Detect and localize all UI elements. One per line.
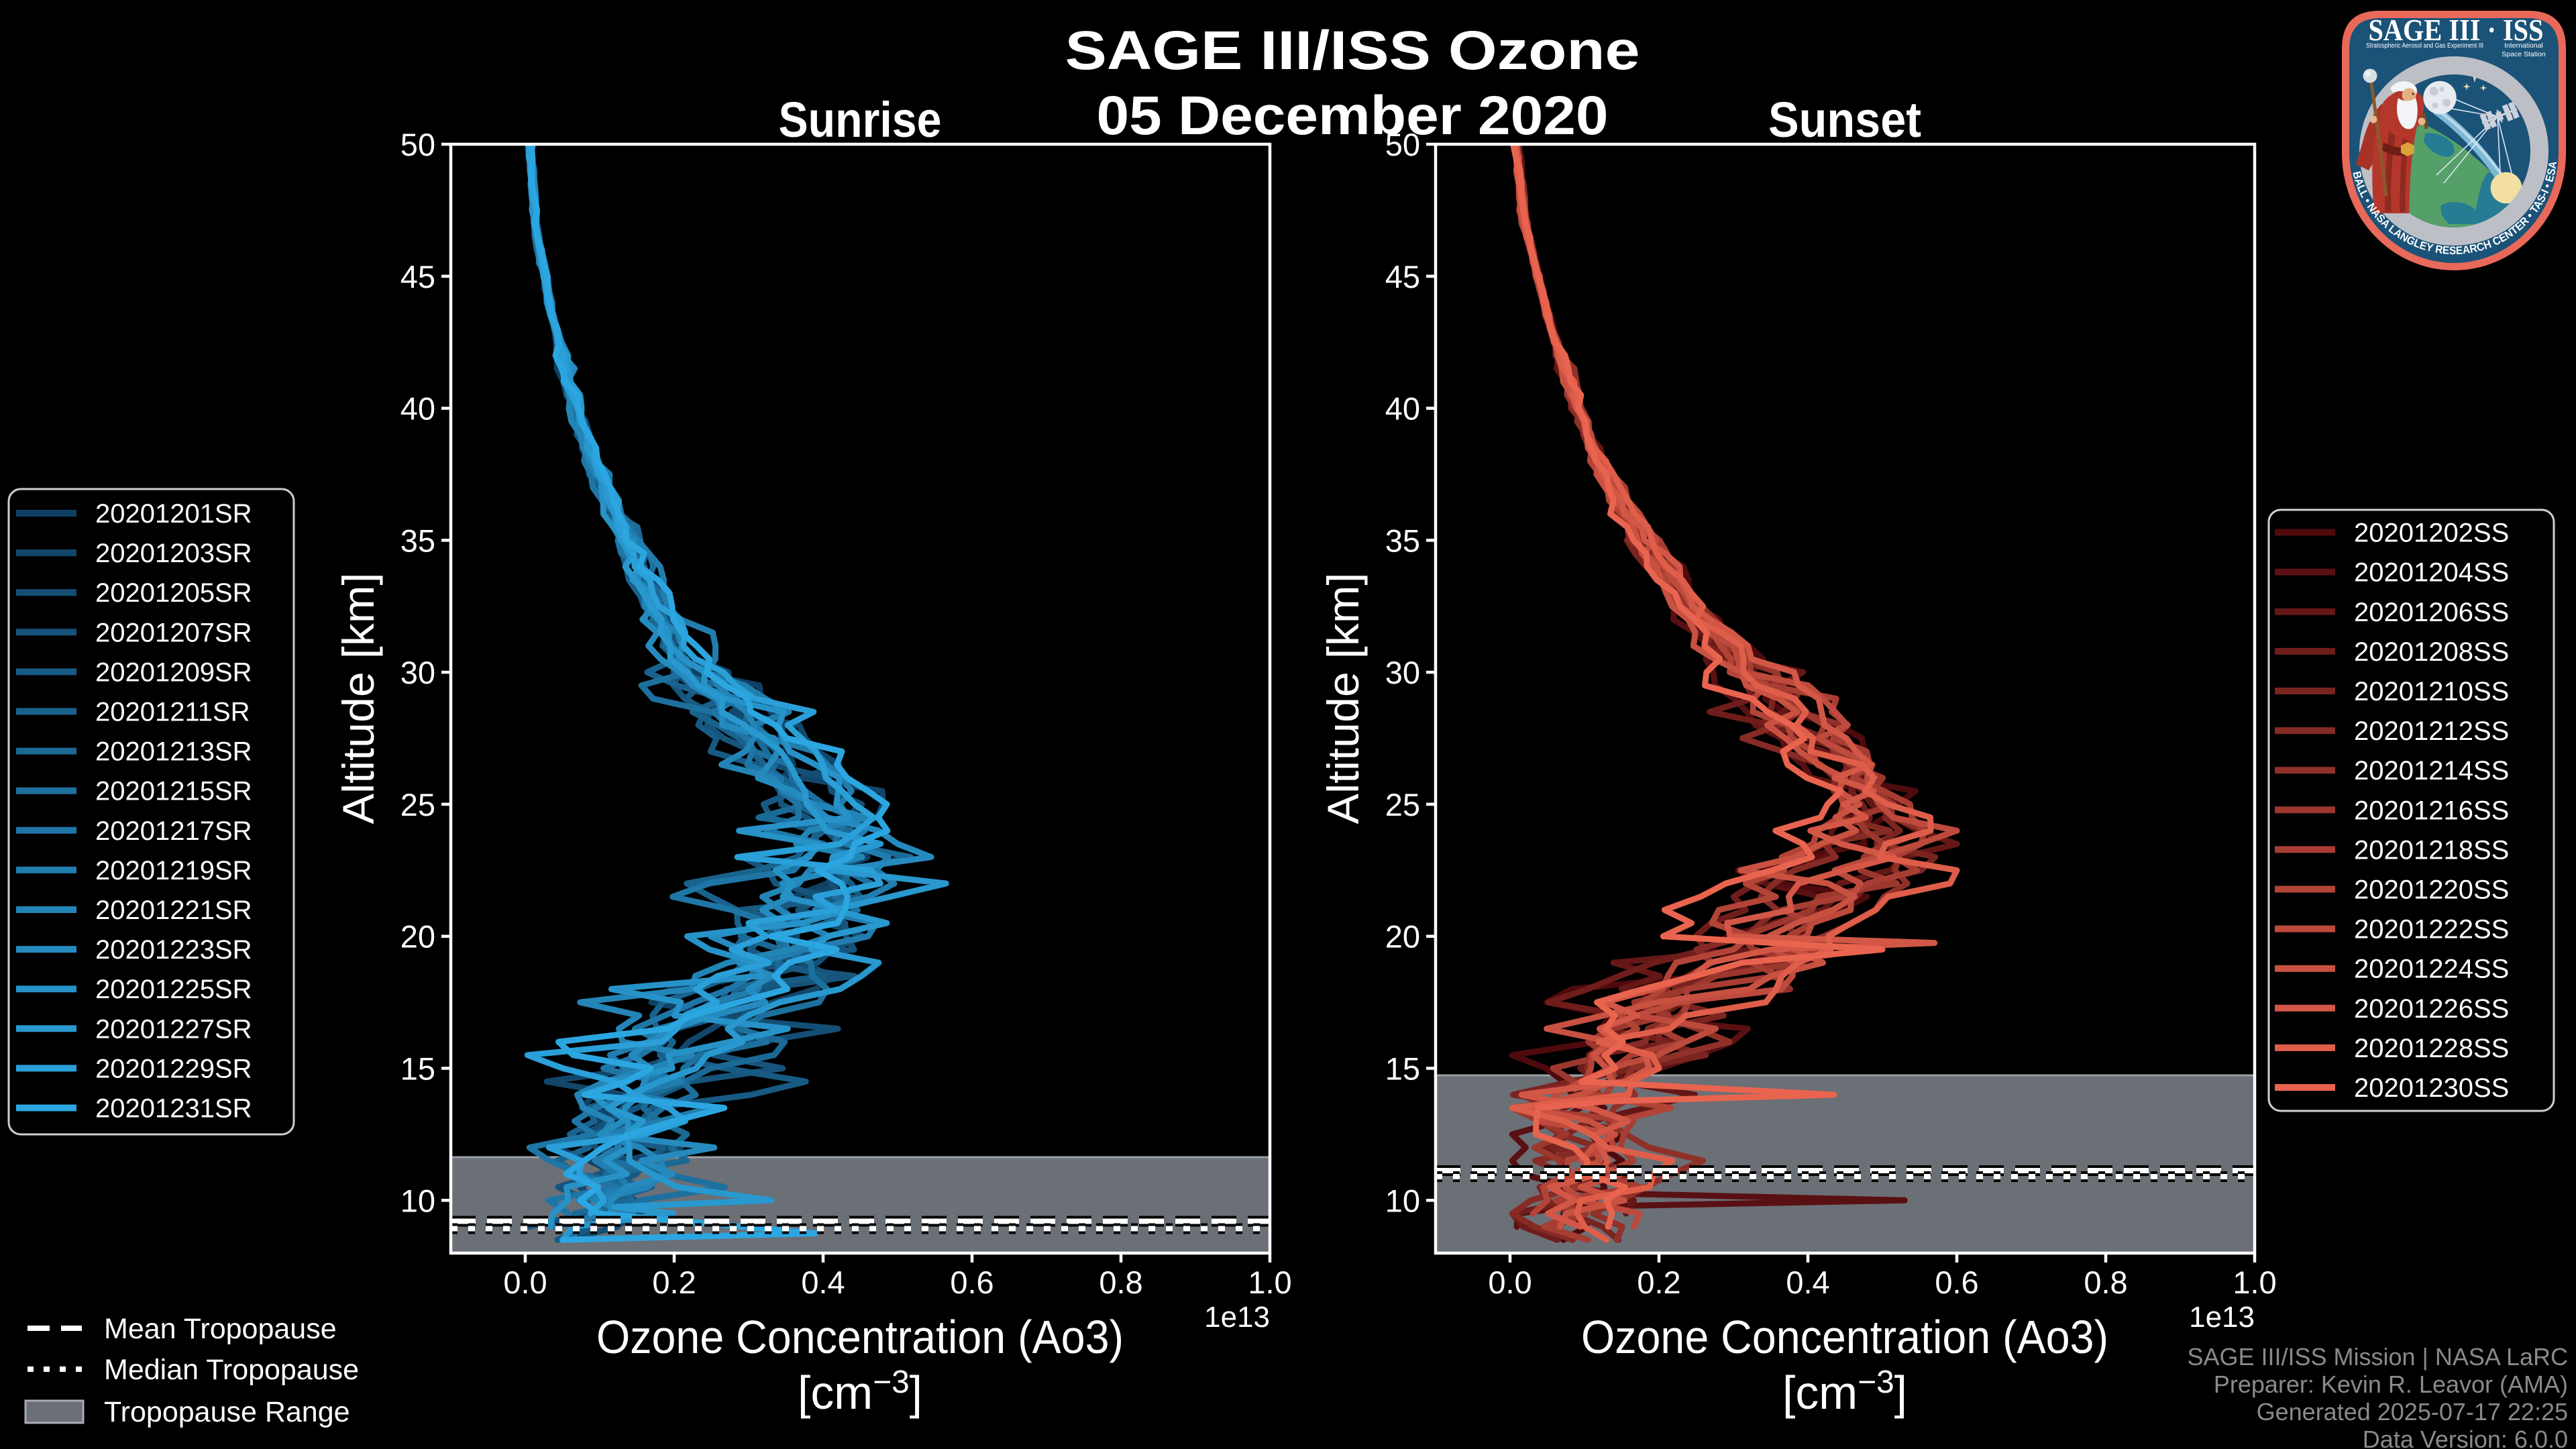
svg-text:Altitude [km]: Altitude [km] [1318, 573, 1368, 824]
svg-text:20201228SS: 20201228SS [2354, 1034, 2509, 1063]
svg-text:20201211SR: 20201211SR [95, 698, 250, 727]
svg-text:10: 10 [1385, 1183, 1420, 1218]
svg-text:40: 40 [400, 391, 435, 427]
svg-text:0.0: 0.0 [503, 1265, 547, 1300]
svg-text:20201218SS: 20201218SS [2354, 835, 2509, 865]
svg-text:20201227SR: 20201227SR [95, 1014, 252, 1044]
svg-text:Median Tropopause: Median Tropopause [104, 1354, 359, 1386]
svg-text:20201214SS: 20201214SS [2354, 756, 2509, 786]
svg-text:20201212SS: 20201212SS [2354, 716, 2509, 746]
svg-text:40: 40 [1385, 391, 1420, 427]
svg-text:45: 45 [1385, 259, 1420, 294]
svg-text:20201203SR: 20201203SR [95, 539, 252, 568]
svg-text:Mean Tropopause: Mean Tropopause [104, 1313, 337, 1345]
svg-text:20201217SR: 20201217SR [95, 816, 252, 846]
svg-text:35: 35 [400, 523, 435, 558]
svg-text:0.0: 0.0 [1488, 1265, 1532, 1300]
svg-text:Data Version: 6.0.0: Data Version: 6.0.0 [2363, 1426, 2568, 1449]
svg-text:25: 25 [1385, 787, 1420, 822]
svg-text:1.0: 1.0 [1248, 1265, 1291, 1300]
svg-text:1e13: 1e13 [2189, 1301, 2255, 1334]
svg-text:SAGE III · ISS: SAGE III · ISS [2369, 13, 2544, 47]
svg-text:20201224SS: 20201224SS [2354, 955, 2509, 984]
svg-text:20201220SS: 20201220SS [2354, 875, 2509, 905]
svg-text:0.6: 0.6 [1935, 1265, 1978, 1300]
svg-text:20201205SR: 20201205SR [95, 578, 252, 608]
svg-text:20201204SS: 20201204SS [2354, 558, 2509, 588]
svg-text:Preparer: Kevin R. Leavor (AMA: Preparer: Kevin R. Leavor (AMA) [2214, 1371, 2568, 1398]
svg-text:0.8: 0.8 [2084, 1265, 2127, 1300]
svg-text:0.6: 0.6 [950, 1265, 994, 1300]
svg-text:Space Station: Space Station [2502, 50, 2546, 58]
svg-text:20201229SR: 20201229SR [95, 1054, 252, 1083]
svg-text:SAGE III/ISS Ozone: SAGE III/ISS Ozone [1065, 20, 1640, 81]
svg-text:0.8: 0.8 [1099, 1265, 1142, 1300]
svg-text:1.0: 1.0 [2233, 1265, 2276, 1300]
svg-text:30: 30 [1385, 655, 1420, 690]
svg-text:45: 45 [400, 259, 435, 294]
svg-text:Sunrise: Sunrise [779, 92, 942, 148]
svg-text:20201210SS: 20201210SS [2354, 677, 2509, 706]
svg-text:Altitude [km]: Altitude [km] [333, 573, 383, 824]
svg-text:20201225SR: 20201225SR [95, 975, 252, 1004]
svg-text:20201202SS: 20201202SS [2354, 519, 2509, 548]
svg-text:Stratospheric Aerosol and Gas: Stratospheric Aerosol and Gas Experiment… [2366, 42, 2483, 50]
svg-text:20201206SS: 20201206SS [2354, 598, 2509, 627]
svg-text:Generated 2025-07-17 22:25: Generated 2025-07-17 22:25 [2257, 1398, 2568, 1426]
svg-text:20201221SR: 20201221SR [95, 896, 252, 925]
svg-text:05 December 2020: 05 December 2020 [1097, 85, 1609, 146]
svg-text:0.2: 0.2 [1637, 1265, 1680, 1300]
svg-text:35: 35 [1385, 523, 1420, 558]
svg-text:20201208SS: 20201208SS [2354, 637, 2509, 667]
svg-text:15: 15 [400, 1051, 435, 1087]
svg-text:20201223SR: 20201223SR [95, 935, 252, 965]
svg-text:50: 50 [1385, 127, 1420, 162]
svg-text:20201230SS: 20201230SS [2354, 1073, 2509, 1103]
svg-text:International: International [2504, 42, 2543, 50]
svg-text:Sunset: Sunset [1768, 92, 1921, 148]
svg-text:0.4: 0.4 [1786, 1265, 1829, 1300]
svg-text:20201209SR: 20201209SR [95, 657, 252, 687]
svg-text:20201213SR: 20201213SR [95, 737, 252, 767]
svg-text:20201216SS: 20201216SS [2354, 796, 2509, 825]
svg-text:15: 15 [1385, 1051, 1420, 1087]
svg-text:30: 30 [400, 655, 435, 690]
svg-text:20201222SS: 20201222SS [2354, 915, 2509, 945]
svg-text:0.4: 0.4 [801, 1265, 845, 1300]
svg-text:50: 50 [400, 127, 435, 162]
svg-text:20201231SR: 20201231SR [95, 1094, 252, 1124]
svg-text:Ozone Concentration (Ao3): Ozone Concentration (Ao3) [1581, 1311, 2108, 1363]
svg-text:20201219SR: 20201219SR [95, 856, 252, 885]
svg-text:20201201SR: 20201201SR [95, 499, 252, 529]
svg-text:0.2: 0.2 [652, 1265, 696, 1300]
svg-text:SAGE III/ISS Mission | NASA La: SAGE III/ISS Mission | NASA LaRC [2187, 1343, 2568, 1371]
svg-text:20201207SR: 20201207SR [95, 618, 252, 647]
svg-text:20201226SS: 20201226SS [2354, 994, 2509, 1024]
svg-text:10: 10 [400, 1183, 435, 1218]
svg-text:20: 20 [400, 919, 435, 955]
svg-text:20: 20 [1385, 919, 1420, 955]
svg-text:20201215SR: 20201215SR [95, 777, 252, 806]
svg-text:Tropopause Range: Tropopause Range [104, 1396, 350, 1428]
svg-text:25: 25 [400, 787, 435, 822]
svg-text:Ozone Concentration (Ao3): Ozone Concentration (Ao3) [596, 1311, 1124, 1363]
svg-text:1e13: 1e13 [1204, 1301, 1270, 1334]
